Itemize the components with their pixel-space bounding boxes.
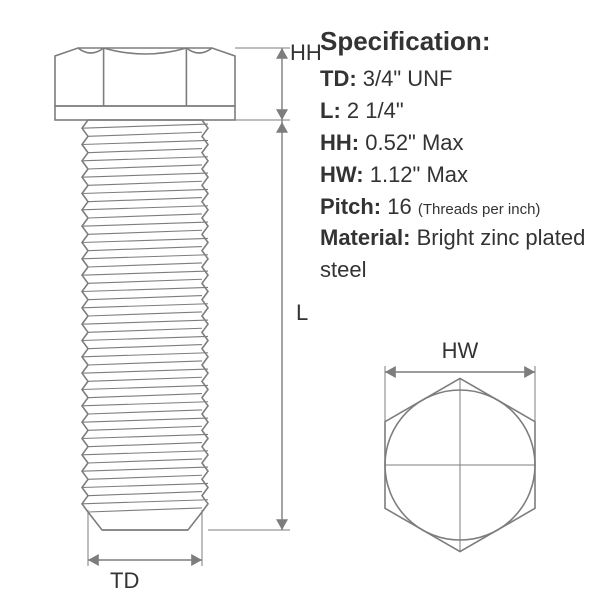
spec-val-hh: 0.52" Max (365, 130, 463, 155)
label-td: TD (110, 568, 139, 594)
bolt-side-view (30, 20, 310, 580)
hex-top-view: HW (360, 310, 580, 570)
spec-val-hw: 1.12" Max (370, 162, 468, 187)
bolt-svg (30, 20, 310, 580)
svg-text:HW: HW (442, 338, 479, 363)
spec-row-hh: HH: 0.52" Max (320, 127, 590, 159)
spec-title: Specification: (320, 26, 590, 57)
spec-panel: Specification: TD: 3/4" UNF L: 2 1/4" HH… (320, 26, 590, 286)
spec-key-l: L: (320, 98, 341, 123)
label-l: L (296, 300, 308, 326)
spec-val-l: 2 1/4" (347, 98, 404, 123)
spec-val-pitch: 16 (387, 194, 411, 219)
hex-svg: HW (360, 310, 580, 570)
spec-key-pitch: Pitch: (320, 194, 381, 219)
spec-note-pitch: (Threads per inch) (418, 201, 541, 218)
spec-row-pitch: Pitch: 16 (Threads per inch) (320, 191, 590, 223)
spec-key-td: TD: (320, 66, 357, 91)
spec-val-td: 3/4" UNF (363, 66, 453, 91)
spec-row-l: L: 2 1/4" (320, 95, 590, 127)
spec-row-material: Material: Bright zinc plated steel (320, 222, 590, 286)
spec-key-hw: HW: (320, 162, 364, 187)
spec-key-hh: HH: (320, 130, 359, 155)
spec-key-material: Material: (320, 225, 410, 250)
spec-row-hw: HW: 1.12" Max (320, 159, 590, 191)
label-hh: HH (290, 40, 322, 66)
figure-container: HH L TD Specification: TD: 3/4" UNF L: 2… (0, 0, 600, 600)
spec-row-td: TD: 3/4" UNF (320, 63, 590, 95)
